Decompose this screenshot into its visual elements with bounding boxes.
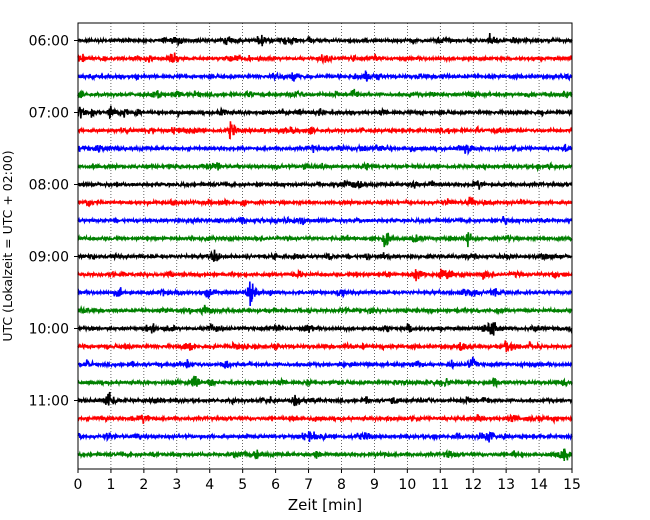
- trace-line: [77, 375, 573, 389]
- x-tick-label: 12: [464, 477, 482, 493]
- trace-line: [77, 340, 573, 353]
- vertical-grid: [110, 23, 540, 469]
- x-axis-label: Zeit [min]: [288, 496, 362, 514]
- y-axis-ticks: 06:00 07:00 08:00 09:00 10:00 11:00: [29, 34, 78, 410]
- x-tick-label: 13: [497, 477, 515, 493]
- y-tick-label: 11:00: [29, 394, 69, 410]
- trace-line: [77, 178, 573, 190]
- trace-line: [77, 160, 573, 173]
- x-tick-label: 10: [398, 477, 416, 493]
- trace-line: [77, 32, 573, 48]
- plot-frame: [77, 22, 573, 470]
- y-axis-label: UTC (Lokalzeit = UTC + 02:00): [0, 150, 15, 341]
- y-tick-label: 07:00: [29, 106, 69, 122]
- x-axis-ticks: 0 1 2 3 4 5 6 7 8 9 10 11 12 13 14 15: [74, 469, 581, 493]
- trace-line: [77, 215, 573, 226]
- trace-line: [77, 70, 573, 82]
- x-tick-label: 5: [238, 477, 247, 493]
- x-tick-label: 2: [139, 477, 148, 493]
- x-tick-label: 7: [304, 477, 313, 493]
- trace-line: [77, 304, 573, 317]
- x-tick-label: 15: [563, 477, 581, 493]
- x-tick-label: 8: [337, 477, 346, 493]
- x-tick-label: 11: [431, 477, 449, 493]
- trace-line: [77, 413, 573, 425]
- trace-line: [77, 232, 573, 248]
- trace-line: [77, 391, 573, 407]
- x-tick-label: 3: [172, 477, 181, 493]
- trace-line: [77, 321, 573, 336]
- x-tick-label: 0: [74, 477, 83, 493]
- y-tick-label: 06:00: [29, 34, 69, 50]
- trace-line: [77, 142, 573, 156]
- trace-line: [77, 249, 573, 262]
- trace-line: [77, 430, 573, 443]
- x-tick-label: 6: [271, 477, 280, 493]
- x-tick-label: 1: [106, 477, 115, 493]
- seismic-traces: [77, 32, 573, 462]
- trace-line: [77, 267, 573, 282]
- trace-line: [77, 281, 573, 307]
- trace-line: [77, 52, 573, 66]
- y-tick-label: 08:00: [29, 178, 69, 194]
- trace-line: [77, 448, 573, 462]
- x-tick-label: 9: [370, 477, 379, 493]
- trace-line: [77, 121, 573, 140]
- x-tick-label: 14: [530, 477, 548, 493]
- x-tick-label: 4: [205, 477, 214, 493]
- trace-line: [77, 88, 573, 100]
- trace-line: [77, 356, 573, 371]
- y-tick-label: 09:00: [29, 250, 69, 266]
- y-tick-label: 10:00: [29, 322, 69, 338]
- trace-line: [77, 105, 573, 120]
- trace-line: [77, 196, 573, 208]
